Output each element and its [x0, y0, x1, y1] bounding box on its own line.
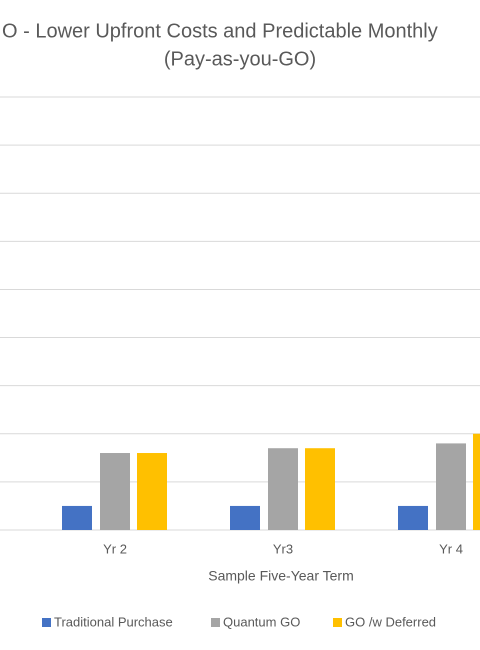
bar [398, 505, 428, 530]
legend-swatch [333, 618, 342, 627]
bar [473, 433, 480, 530]
bar [268, 448, 298, 530]
bar [137, 453, 167, 530]
x-tick-label: Yr3 [273, 541, 293, 556]
bar [436, 443, 466, 530]
bar [230, 505, 260, 530]
x-axis-title: Sample Five-Year Term [208, 568, 354, 584]
chart-subtitle: (Pay-as-you-GO) [164, 48, 316, 70]
bar [305, 448, 335, 530]
legend-label: Traditional Purchase [54, 614, 173, 629]
legend-label: GO /w Deferred [345, 614, 436, 629]
legend-swatch [211, 618, 220, 627]
bar [62, 505, 92, 530]
x-tick-label: Yr 2 [103, 541, 127, 556]
bar [100, 453, 130, 530]
legend-label: Quantum GO [223, 614, 300, 629]
x-tick-label: Yr 4 [439, 541, 463, 556]
chart-title: O - Lower Upfront Costs and Predictable … [2, 20, 438, 42]
legend-swatch [42, 618, 51, 627]
